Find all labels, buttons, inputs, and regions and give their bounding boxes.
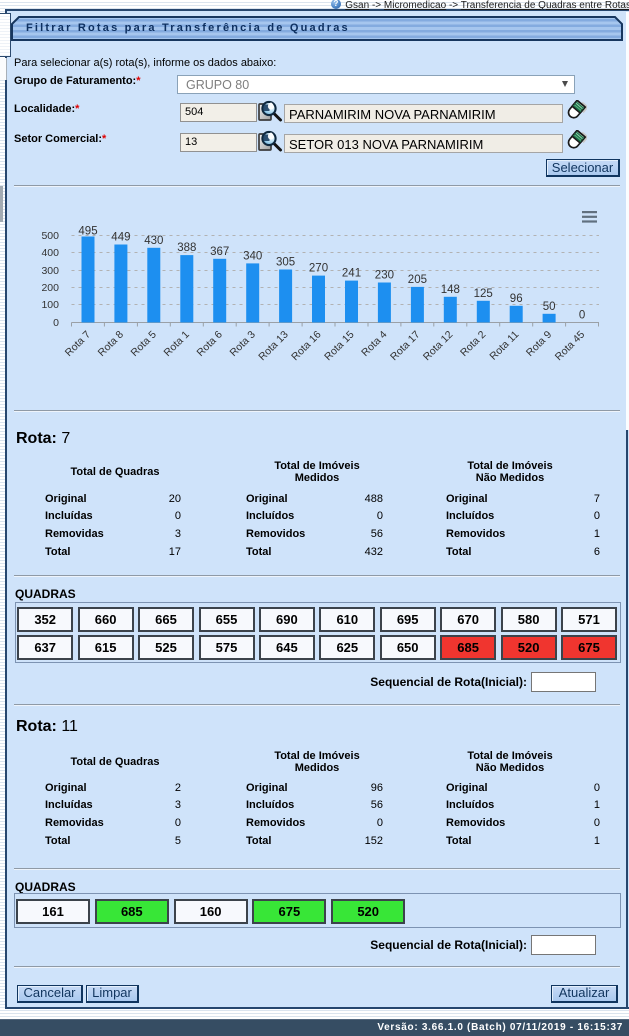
svg-text:300: 300: [41, 265, 59, 277]
svg-text:Rota 3: Rota 3: [227, 329, 257, 359]
svg-text:388: 388: [177, 242, 196, 254]
svg-text:500: 500: [41, 230, 59, 242]
svg-text:Rota 4: Rota 4: [359, 329, 389, 359]
svg-text:148: 148: [441, 284, 460, 296]
svg-text:270: 270: [309, 263, 328, 275]
svg-text:0: 0: [53, 317, 59, 329]
svg-text:125: 125: [474, 288, 493, 300]
svg-text:340: 340: [243, 250, 262, 262]
svg-text:Rota 15: Rota 15: [322, 329, 357, 364]
svg-text:Rota 11: Rota 11: [487, 329, 521, 363]
svg-text:Rota 17: Rota 17: [388, 329, 423, 364]
svg-text:Rota 13: Rota 13: [256, 329, 291, 364]
svg-text:Rota 45: Rota 45: [553, 329, 588, 364]
svg-text:0: 0: [579, 310, 585, 322]
svg-text:200: 200: [41, 282, 59, 294]
svg-text:Rota 12: Rota 12: [421, 329, 456, 364]
svg-text:205: 205: [408, 274, 427, 286]
svg-text:305: 305: [276, 257, 295, 269]
svg-text:241: 241: [342, 268, 361, 280]
svg-text:449: 449: [111, 232, 130, 244]
svg-text:Rota 6: Rota 6: [194, 329, 224, 359]
svg-text:96: 96: [510, 293, 523, 305]
svg-text:495: 495: [78, 226, 97, 238]
svg-text:367: 367: [210, 246, 229, 258]
svg-text:Rota 5: Rota 5: [129, 329, 159, 359]
svg-text:Rota 8: Rota 8: [96, 329, 126, 359]
svg-text:50: 50: [543, 301, 556, 313]
svg-text:230: 230: [375, 270, 394, 282]
svg-text:100: 100: [41, 299, 59, 311]
svg-text:Rota 7: Rota 7: [63, 329, 93, 359]
svg-text:Rota 9: Rota 9: [524, 329, 554, 359]
svg-text:Rota 2: Rota 2: [458, 329, 488, 359]
svg-text:Rota 16: Rota 16: [289, 329, 324, 364]
svg-text:400: 400: [41, 247, 59, 259]
svg-text:430: 430: [144, 235, 163, 247]
svg-text:Rota 1: Rota 1: [162, 329, 192, 359]
